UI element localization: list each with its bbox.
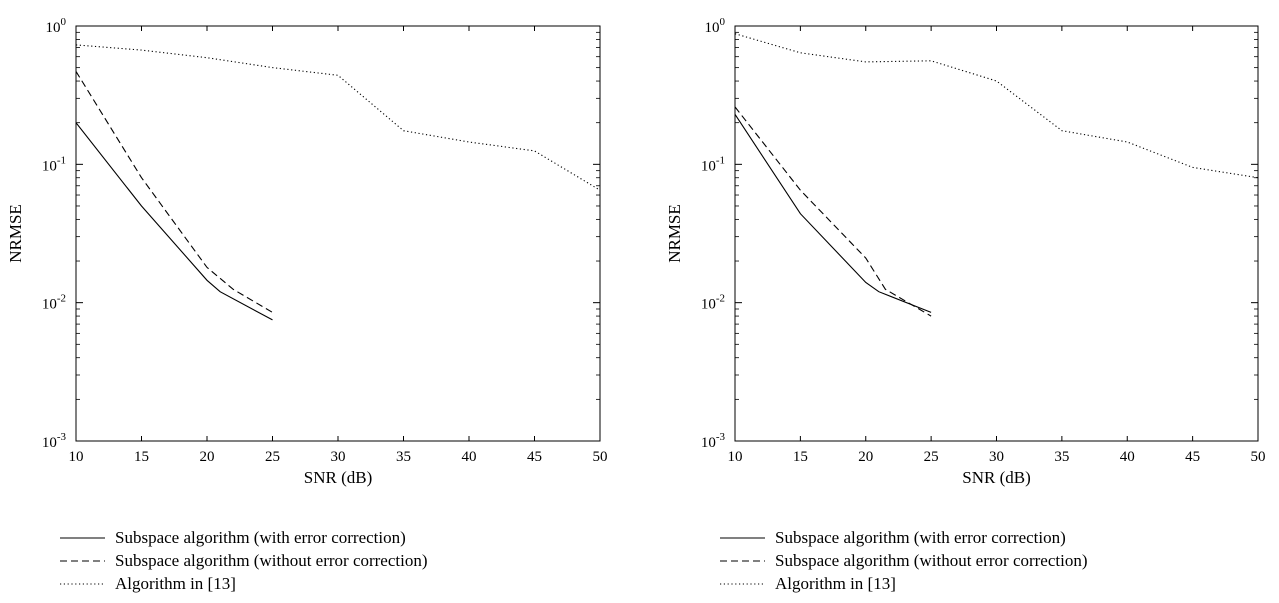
x-tick-label: 50 (1251, 449, 1266, 465)
x-axis-label: SNR (dB) (304, 468, 372, 487)
legend-label-1: Subspace algorithm (with error correctio… (115, 528, 406, 547)
x-tick-label: 30 (331, 449, 346, 465)
x-tick-label: 20 (200, 449, 215, 465)
x-tick-label: 10 (69, 449, 84, 465)
y-axis-label: NRMSE (665, 204, 684, 263)
series-line-2 (75, 71, 273, 313)
plot-frame (75, 25, 601, 442)
legend-label-2: Subspace algorithm (without error correc… (115, 551, 428, 570)
series-line-1 (734, 113, 932, 313)
legend-label-1: Subspace algorithm (with error correctio… (775, 528, 1066, 547)
y-tick-label: 10-3 (701, 431, 726, 451)
x-tick-label: 30 (989, 449, 1004, 465)
y-tick-label: 10-3 (42, 431, 67, 451)
legend-label-3: Algorithm in [13] (115, 574, 236, 593)
y-tick-label: 100 (46, 16, 67, 36)
x-tick-label: 20 (858, 449, 873, 465)
chart-2: 10 15 20 25 30 35 40 45 50 100 10-1 10-2 10-3 SNR (dB… (665, 16, 1266, 593)
series-line-2 (734, 106, 932, 317)
series-line-3 (734, 33, 1259, 179)
y-tick-label: 10-1 (42, 154, 66, 174)
legend-label-2: Subspace algorithm (without error correc… (775, 551, 1088, 570)
x-tick-label: 25 (265, 449, 280, 465)
x-tick-label: 45 (1185, 449, 1200, 465)
x-axis-label: SNR (dB) (962, 468, 1030, 487)
y-axis-label: NRMSE (6, 204, 25, 263)
x-tick-label: 10 (728, 449, 743, 465)
y-tick-label: 10-2 (701, 293, 725, 313)
x-tick-label: 40 (1120, 449, 1135, 465)
y-tick-label: 100 (705, 16, 726, 36)
y-tick-label: 10-1 (701, 154, 725, 174)
x-tick-label: 35 (1054, 449, 1069, 465)
x-tick-label: 25 (924, 449, 939, 465)
chart-1: 10 15 20 25 30 35 40 45 50 100 10-1 10-2 10-3 SNR (dB… (6, 16, 608, 593)
x-tick-label: 15 (793, 449, 808, 465)
x-tick-label: 35 (396, 449, 411, 465)
x-tick-label: 40 (462, 449, 477, 465)
x-tick-label: 45 (527, 449, 542, 465)
legend-label-3: Algorithm in [13] (775, 574, 896, 593)
x-tick-label: 15 (134, 449, 149, 465)
x-tick-label: 50 (593, 449, 608, 465)
y-tick-label: 10-2 (42, 293, 66, 313)
plot-frame (734, 25, 1259, 442)
series-line-1 (75, 122, 273, 321)
series-line-3 (75, 44, 601, 191)
